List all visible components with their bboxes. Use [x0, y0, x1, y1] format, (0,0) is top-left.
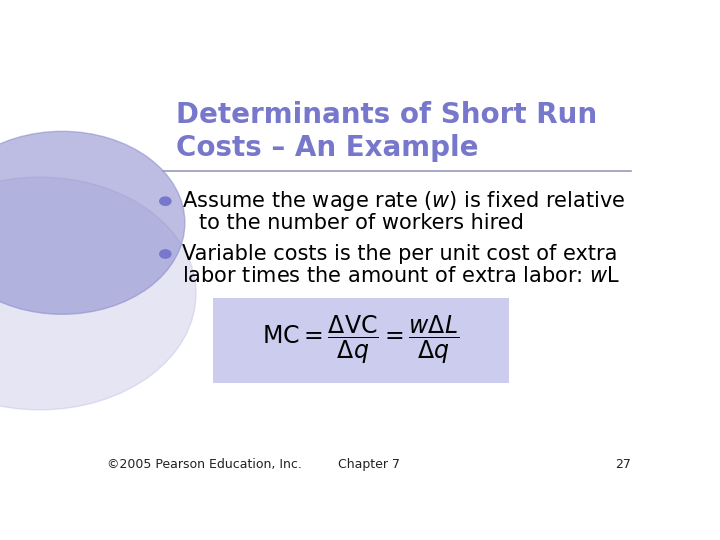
Text: $\mathrm{MC} = \dfrac{\Delta \mathrm{VC}}{\Delta q} = \dfrac{w\Delta L}{\Delta q: $\mathrm{MC} = \dfrac{\Delta \mathrm{VC}… [262, 314, 459, 366]
Circle shape [0, 177, 196, 410]
Text: 27: 27 [616, 458, 631, 471]
Circle shape [160, 250, 171, 258]
Text: ©2005 Pearson Education, Inc.: ©2005 Pearson Education, Inc. [107, 458, 302, 471]
Text: labor times the amount of extra labor: $w$L: labor times the amount of extra labor: $… [182, 266, 620, 286]
Text: Chapter 7: Chapter 7 [338, 458, 400, 471]
Circle shape [160, 197, 171, 205]
Text: Variable costs is the per unit cost of extra: Variable costs is the per unit cost of e… [182, 244, 618, 264]
Text: Costs – An Example: Costs – An Example [176, 134, 479, 162]
Text: Assume the wage rate ($w$) is fixed relative: Assume the wage rate ($w$) is fixed rela… [182, 189, 625, 213]
Circle shape [0, 131, 185, 314]
FancyBboxPatch shape [213, 298, 508, 383]
Text: to the number of workers hired: to the number of workers hired [199, 213, 523, 233]
Text: Determinants of Short Run: Determinants of Short Run [176, 100, 598, 129]
